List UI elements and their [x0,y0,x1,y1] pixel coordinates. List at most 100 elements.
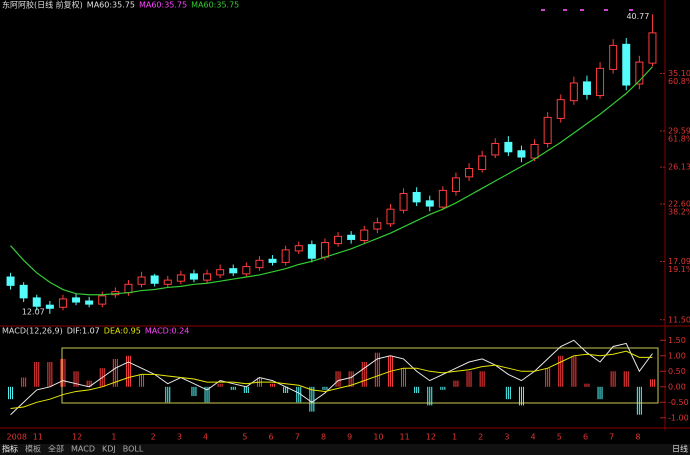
fib-label: 61.8% [668,135,690,144]
candle-body [569,82,578,102]
y-tick-label: 11.50 [668,315,690,324]
x-tick-label: 5 [557,433,562,442]
candle-body [320,242,329,258]
candle-body [412,191,421,203]
x-tick-label: 5 [242,433,247,442]
candle-body [229,268,238,274]
candle-body [32,297,41,307]
candle-body [281,249,290,263]
candle-body [543,116,552,144]
period-tab[interactable]: 日线 [672,444,688,454]
x-tick-label: 1 [111,433,116,442]
x-tick-label: 11 [400,433,410,442]
toolbar-tab[interactable]: 指标 [2,444,18,454]
candle-body [596,67,605,96]
candle-body [137,276,146,285]
x-tick-label: 7 [295,433,300,442]
highlight-box [61,347,659,404]
candle-body [648,32,657,64]
chart-title: 东阿阿胶(日线 前复权) [2,0,83,10]
y-tick-label: 35.10 [668,69,690,78]
candle-body [609,44,618,70]
toolbar-tab[interactable]: KDJ [102,445,116,454]
low-annotation: 12.07 [22,307,45,316]
candle-body [45,304,54,309]
toolbar-tab[interactable]: MACD [71,445,95,454]
legend-entry: MA60:35.75 [139,1,187,10]
candle-body [268,258,277,263]
toolbar-bar [0,444,690,455]
candle-body [163,279,172,285]
legend-entry: MA60:35.75 [191,1,239,10]
x-tick-label: 3 [177,433,182,442]
ma-line [10,66,653,296]
candle-body [294,245,303,252]
macd-line [10,339,653,416]
x-tick-label: 8 [635,433,640,442]
candle-body [504,141,513,153]
candle-body [530,144,539,159]
candle-body [255,259,264,269]
x-tick-label: 2 [478,433,483,442]
candle-body [373,222,382,230]
legend-entry: DEA:0.95 [104,327,141,336]
toolbar-tab[interactable]: BOLL [123,445,144,454]
candle-body [517,150,526,158]
candle-body [386,208,395,225]
candle-body [72,297,81,303]
y-tick-label: 29.59 [668,127,690,136]
x-tick-label: 6 [583,433,588,442]
legend-entry: MA60:35.75 [87,1,135,10]
candle-body [399,193,408,211]
candle-body [465,168,474,178]
macd-line [10,350,653,409]
candle-body [58,298,67,308]
x-tick-label: 1 [452,433,457,442]
candle-body [635,61,644,85]
y-tick-label: -0.50 [668,398,689,407]
candle-body [6,276,15,286]
candle-body [425,200,434,207]
x-tick-label: 10 [373,433,383,442]
x-tick-label: 11 [33,433,43,442]
fib-label: 19.1% [668,265,690,274]
candle-body [176,274,185,282]
candle-body [85,300,94,305]
fib-label: 60.8% [668,77,690,86]
candle-body [491,142,500,156]
candle-body [203,273,212,281]
toolbar-tab[interactable]: 全部 [48,444,64,454]
x-tick-label: 12 [72,433,82,442]
candle-body [347,234,356,240]
x-tick-label: 2008 [7,433,27,442]
candle-body [334,235,343,245]
candle-body [438,189,447,208]
x-tick-label: 3 [504,433,509,442]
toolbar: 指标 模板 全部 MACD KDJ BOLL [2,444,144,454]
chart-title: MACD(12,26,9) [2,327,63,336]
candle-body [360,229,369,241]
candle-body [150,275,159,284]
x-tick-label: 4 [531,433,536,442]
candle-body [242,266,251,275]
y-tick-label: 17.09 [668,257,690,266]
y-tick-label: -1.00 [668,413,689,422]
toolbar-tab[interactable]: 模板 [25,444,41,454]
y-tick-label: 1.00 [668,351,686,360]
candle-body [622,43,631,86]
legend-entry: DIF:1.07 [67,327,100,336]
candle-body [98,295,107,305]
candle-body [189,273,198,280]
y-tick-label: 22.60 [668,199,690,208]
fib-label: 38.2% [668,207,690,216]
candle-body [124,283,133,294]
candle-body [478,155,487,171]
candle-body [216,269,225,276]
x-tick-label: 12 [426,433,436,442]
y-tick-label: 0.00 [668,382,686,391]
candle-body [307,244,316,259]
y-tick-label: 0.50 [668,367,686,376]
candle-body [556,99,565,119]
legend-entry: MACD:0.24 [145,327,190,336]
